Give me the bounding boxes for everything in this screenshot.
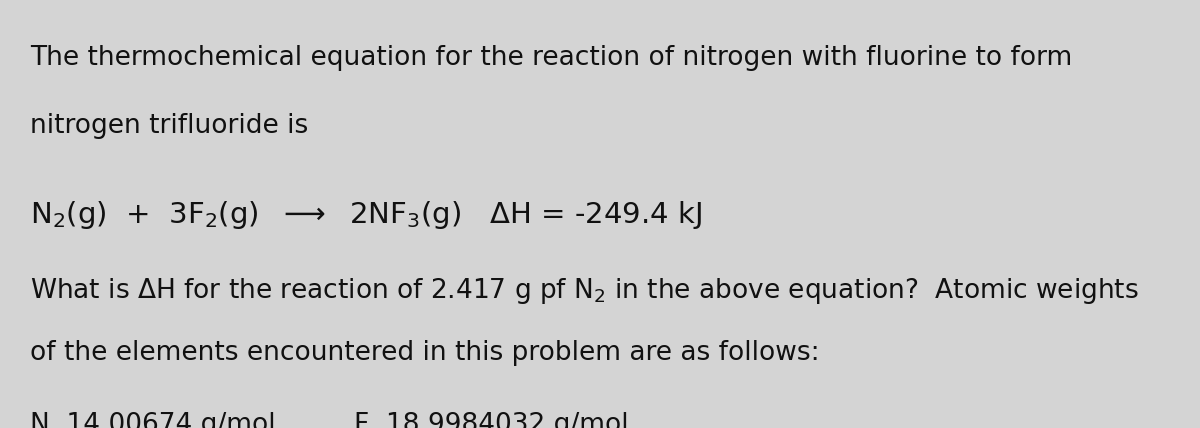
Text: F  18.9984032 g/mol: F 18.9984032 g/mol [354,412,629,428]
Text: N  14.00674 g/mol: N 14.00674 g/mol [30,412,276,428]
Text: The thermochemical equation for the reaction of nitrogen with fluorine to form: The thermochemical equation for the reac… [30,45,1073,71]
Text: What is $\Delta$H for the reaction of 2.417 g pf N$_2$ in the above equation?  A: What is $\Delta$H for the reaction of 2.… [30,276,1139,306]
Text: nitrogen trifluoride is: nitrogen trifluoride is [30,113,308,140]
Text: N$_2$(g)  +  3F$_2$(g)  $\longrightarrow$  2NF$_3$(g)   $\Delta$H = -249.4 kJ: N$_2$(g) + 3F$_2$(g) $\longrightarrow$ 2… [30,199,702,231]
Text: of the elements encountered in this problem are as follows:: of the elements encountered in this prob… [30,340,820,366]
